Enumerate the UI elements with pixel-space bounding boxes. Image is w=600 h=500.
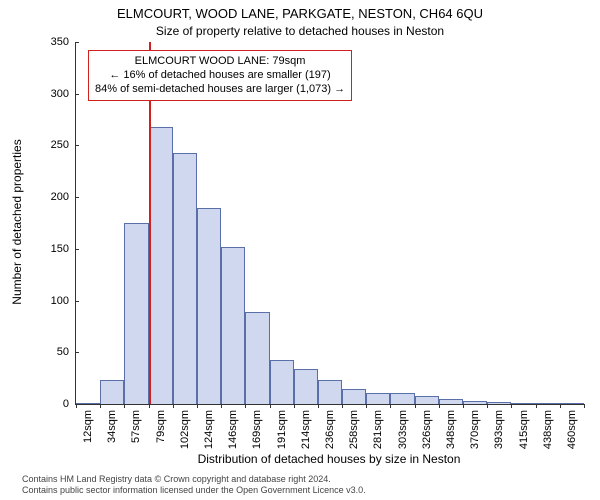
histogram-bar <box>270 360 294 404</box>
histogram-bar <box>100 380 124 404</box>
annotation-line1: ELMCOURT WOOD LANE: 79sqm <box>95 55 345 69</box>
x-tick-label: 214sqm <box>298 410 312 449</box>
histogram-bar <box>390 393 414 404</box>
x-tick-mark <box>415 404 416 408</box>
x-tick-label: 79sqm <box>153 410 167 443</box>
x-tick-mark <box>294 404 295 408</box>
chart-title-sub: Size of property relative to detached ho… <box>0 24 600 38</box>
x-tick-label: 124sqm <box>201 410 215 449</box>
x-tick-mark <box>245 404 246 408</box>
x-tick-mark <box>536 404 537 408</box>
x-tick-mark <box>342 404 343 408</box>
histogram-bar <box>366 393 390 404</box>
y-tick-label: 350 <box>0 36 75 48</box>
x-tick-mark <box>439 404 440 408</box>
x-tick-label: 348sqm <box>443 410 457 449</box>
histogram-bar <box>124 223 148 404</box>
annotation-box: ELMCOURT WOOD LANE: 79sqm ← 16% of detac… <box>88 50 352 101</box>
histogram-bar <box>318 380 342 404</box>
chart-title-main: ELMCOURT, WOOD LANE, PARKGATE, NESTON, C… <box>0 6 600 21</box>
x-tick-label: 415sqm <box>516 410 530 449</box>
x-tick-mark <box>511 404 512 408</box>
x-tick-label: 102sqm <box>177 410 191 449</box>
histogram-bar <box>511 403 535 404</box>
x-tick-mark <box>560 404 561 408</box>
y-tick-label: 200 <box>0 191 75 203</box>
histogram-bar <box>487 402 511 404</box>
y-tick-label: 100 <box>0 295 75 307</box>
histogram-bar <box>536 403 560 404</box>
x-tick-label: 146sqm <box>225 410 239 449</box>
y-tick-label: 150 <box>0 243 75 255</box>
histogram-bar <box>415 396 439 404</box>
x-tick-label: 393sqm <box>491 410 505 449</box>
histogram-bar <box>463 401 487 404</box>
histogram-bar <box>173 153 197 404</box>
x-tick-label: 460sqm <box>564 410 578 449</box>
histogram-bar <box>149 127 173 404</box>
histogram-bar <box>245 312 269 404</box>
annotation-line3: 84% of semi-detached houses are larger (… <box>95 83 345 97</box>
x-tick-label: 258sqm <box>346 410 360 449</box>
chart-container: ELMCOURT, WOOD LANE, PARKGATE, NESTON, C… <box>0 0 600 500</box>
x-tick-label: 303sqm <box>395 410 409 449</box>
histogram-bar <box>439 399 463 404</box>
x-tick-mark <box>487 404 488 408</box>
x-tick-mark <box>124 404 125 408</box>
x-tick-label: 34sqm <box>104 410 118 443</box>
histogram-bar <box>76 403 100 404</box>
footer-line1: Contains HM Land Registry data © Crown c… <box>22 474 366 485</box>
x-tick-label: 438sqm <box>540 410 554 449</box>
y-tick-label: 50 <box>0 346 75 358</box>
x-tick-label: 326sqm <box>419 410 433 449</box>
x-axis-label: Distribution of detached houses by size … <box>75 452 583 466</box>
x-tick-label: 169sqm <box>249 410 263 449</box>
x-tick-mark <box>173 404 174 408</box>
x-tick-label: 57sqm <box>128 410 142 443</box>
x-tick-label: 191sqm <box>274 410 288 449</box>
y-tick-label: 0 <box>0 398 75 410</box>
x-tick-label: 236sqm <box>322 410 336 449</box>
x-tick-mark <box>366 404 367 408</box>
x-tick-mark <box>221 404 222 408</box>
x-tick-label: 281sqm <box>370 410 384 449</box>
x-tick-label: 370sqm <box>467 410 481 449</box>
x-tick-mark <box>463 404 464 408</box>
y-ticks-group: 050100150200250300350 <box>0 42 75 404</box>
y-tick-label: 300 <box>0 88 75 100</box>
x-tick-mark <box>584 404 585 408</box>
y-tick-label: 250 <box>0 139 75 151</box>
footer-line2: Contains public sector information licen… <box>22 485 366 496</box>
footer-attribution: Contains HM Land Registry data © Crown c… <box>22 474 366 496</box>
x-tick-mark <box>197 404 198 408</box>
histogram-bar <box>294 369 318 404</box>
histogram-bar <box>197 208 221 405</box>
annotation-line2: ← 16% of detached houses are smaller (19… <box>95 69 345 83</box>
x-tick-label: 12sqm <box>80 410 94 443</box>
histogram-bar <box>342 389 366 405</box>
x-tick-mark <box>318 404 319 408</box>
x-tick-mark <box>149 404 150 408</box>
x-tick-mark <box>100 404 101 408</box>
x-tick-mark <box>390 404 391 408</box>
histogram-bar <box>560 403 584 404</box>
histogram-bar <box>221 247 245 404</box>
x-tick-mark <box>270 404 271 408</box>
